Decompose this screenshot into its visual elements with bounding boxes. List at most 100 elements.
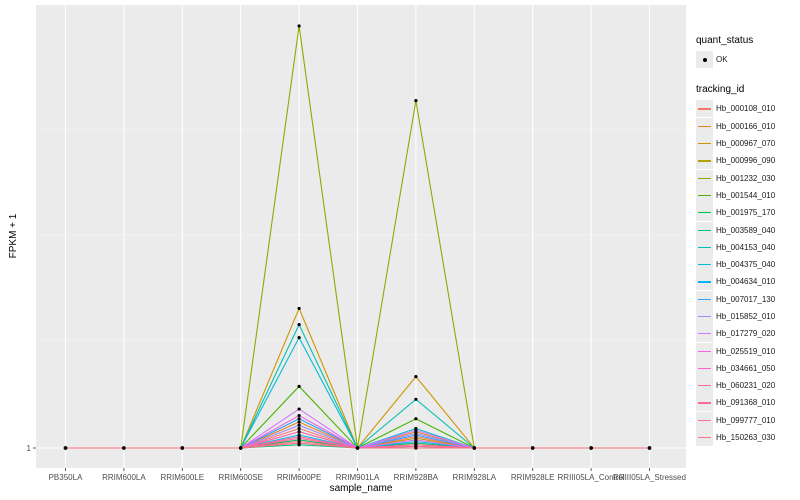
legend-label: Hb_004375_040 [716,260,776,270]
y-axis-ticks: 1 [27,444,36,453]
legend-key [696,273,713,291]
legend-item-Hb_000166_010: Hb_000166_010 [696,117,796,135]
data-point [589,446,593,450]
data-point [414,446,418,450]
legend-label: Hb_001544_010 [716,190,776,200]
data-point [239,446,243,450]
legend: quant_status OK tracking_id Hb_000108_01… [696,34,796,447]
legend-key [696,169,713,187]
legend-key [696,186,713,204]
legend-key-ok [696,51,713,69]
legend-key [696,100,713,118]
data-point [414,431,418,435]
legend-key [696,221,713,239]
data-point [297,441,301,445]
legend-title-tracking-id: tracking_id [696,84,745,96]
legend-item-Hb_004153_040: Hb_004153_040 [696,238,796,256]
point-icon [702,57,707,62]
legend-item-Hb_000108_010: Hb_000108_010 [696,100,796,118]
legend-line-swatch [698,402,711,404]
legend-line-swatch [698,419,711,421]
data-point [414,99,418,103]
legend-label: Hb_000996_090 [716,156,776,166]
legend-key [696,117,713,135]
grid-lines [36,5,686,468]
legend-label: Hb_017279_020 [716,329,776,339]
x-tick-label-RRIM928BA: RRIM928BA [394,473,439,482]
legend-key [696,135,713,153]
legend-key [696,394,713,412]
legend-item-Hb_000967_070: Hb_000967_070 [696,135,796,153]
x-tick-label-RRIII05LA_Stressed: RRIII05LA_Stressed [613,473,686,482]
legend-item-Hb_000996_090: Hb_000996_090 [696,152,796,170]
data-point [122,446,126,450]
legend-label: Hb_000108_010 [716,104,776,114]
x-axis-ticks: PB350LA RRIM600LA RRIM600LE RRIM600SE RRIM60… [49,468,686,482]
data-point [297,24,301,28]
data-point [414,443,418,447]
data-point [297,435,301,439]
plot-panel [36,5,686,468]
legend-key [696,308,713,325]
x-axis-label: sample_name [330,483,393,494]
legend-line-swatch [698,316,711,318]
data-points [63,24,652,450]
data-point [355,446,360,450]
legend-label: Hb_150263_030 [716,433,776,443]
legend-key [696,152,713,170]
data-point [180,446,184,450]
legend-key [696,377,713,395]
legend-item-Hb_003589_040: Hb_003589_040 [696,221,796,239]
legend-line-swatch [698,246,711,248]
legend-key [696,411,713,429]
legend-line-swatch [698,333,711,335]
legend-label: Hb_091368_010 [716,398,776,408]
x-tick-label-RRIM600SE: RRIM600SE [218,473,262,482]
legend-line-swatch [698,264,711,266]
y-tick-label: 1 [27,444,32,453]
x-tick-label-RRIM928LE: RRIM928LE [511,473,555,482]
legend-item-Hb_004634_010: Hb_004634_010 [696,273,796,291]
data-point [297,420,301,424]
x-tick-label-RRIM901LA: RRIM901LA [336,473,380,482]
data-point [472,446,476,450]
legend-line-swatch [698,212,711,214]
legend-label: Hb_003589_040 [716,225,776,235]
x-tick-label-RRIM600PE: RRIM600PE [277,473,321,482]
legend-label: Hb_001232_030 [716,173,776,183]
data-point [297,306,301,311]
data-point [297,407,301,411]
legend-label: Hb_015852_010 [716,312,776,321]
data-point [297,323,301,327]
legend-line-swatch [698,194,711,197]
legend-item-Hb_099777_010: Hb_099777_010 [696,411,796,429]
legend-line-swatch [698,437,711,439]
legend-key [696,290,713,308]
x-tick-label-PB350LA: PB350LA [49,473,83,482]
data-point [297,413,301,418]
x-tick-label-RRIM600LA: RRIM600LA [102,473,146,482]
legend-title-quant-status: quant_status [696,35,754,46]
legend-item-Hb_001975_170: Hb_001975_170 [696,204,796,222]
data-point [297,426,301,431]
legend-key [696,238,713,256]
legend-line-swatch [698,177,711,179]
legend-label: Hb_007017_130 [716,294,776,304]
legend-item-Hb_091368_010: Hb_091368_010 [696,394,796,412]
legend-item-ok: OK [696,51,796,69]
legend-key [696,256,713,274]
legend-label-ok: OK [716,55,728,65]
legend-line-swatch [698,143,711,145]
x-tick-label-RRIM928LA: RRIM928LA [453,473,497,482]
x-tick-label-RRIM600LE: RRIM600LE [161,473,205,482]
legend-item-Hb_007017_130: Hb_007017_130 [696,290,796,308]
legend-line-swatch [698,125,711,127]
legend-label: Hb_000967_070 [716,139,776,149]
legend-item-Hb_150263_030: Hb_150263_030 [696,429,796,447]
legend-item-Hb_017279_020: Hb_017279_020 [696,325,796,343]
data-point [414,428,418,432]
legend-item-Hb_004375_040: Hb_004375_040 [696,256,796,274]
legend-label: Hb_034661_050 [716,363,776,373]
legend-label: Hb_004634_010 [716,277,776,287]
